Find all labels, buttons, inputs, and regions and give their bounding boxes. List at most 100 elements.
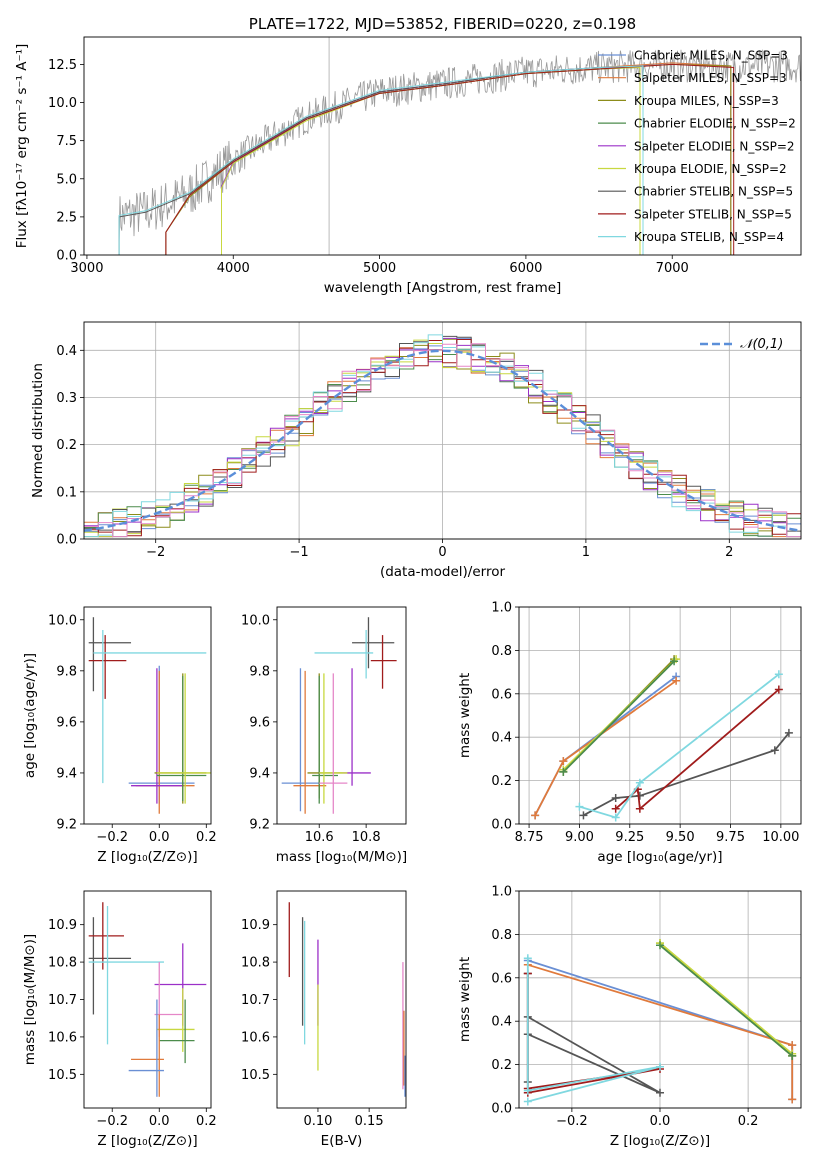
plot-frame xyxy=(83,890,212,1109)
chart-title: PLATE=1722, MJD=53852, FIBERID=0220, z=0… xyxy=(249,15,636,33)
x-tick-label: 10.00 xyxy=(762,830,799,845)
x-tick-label: 9.25 xyxy=(615,830,644,845)
y-tick-label: 10.7 xyxy=(48,993,77,1008)
x-tick-label: 0 xyxy=(438,545,446,560)
plot-frame xyxy=(518,890,802,1109)
plot-frame xyxy=(276,890,407,1109)
weight-marker xyxy=(611,804,620,813)
weight-marker xyxy=(788,1041,797,1050)
weight-series-4 xyxy=(562,660,675,773)
x-tick-label: 3000 xyxy=(70,261,103,276)
y-tick-label: 0.4 xyxy=(56,344,77,359)
x-tick-label: 5000 xyxy=(363,261,396,276)
x-axis-label: Z [log₁₀(Z/Z⊙)] xyxy=(97,849,197,865)
x-tick-label: 0.0 xyxy=(149,1114,170,1129)
plot-area-age-vs-mass xyxy=(281,617,397,814)
y-tick-label: 0.0 xyxy=(491,1102,512,1117)
y-axis-label: mass weight xyxy=(457,673,473,758)
x-axis-label: age [log₁₀(age/yr)] xyxy=(597,849,722,865)
y-tick-label: 7.5 xyxy=(56,134,77,149)
y-tick-label: 0.0 xyxy=(56,533,77,548)
weight-marker xyxy=(523,1097,532,1106)
plot-area-residuals xyxy=(84,334,801,538)
y-tick-label: 9.2 xyxy=(249,818,270,833)
error-cross xyxy=(314,629,374,679)
error-cross xyxy=(312,675,338,804)
observed-spectrum xyxy=(118,49,801,242)
error-cross xyxy=(131,1014,164,1097)
legend-label: Salpeter MILES, N_SSP=3 xyxy=(634,71,787,85)
weight-series-7 xyxy=(579,673,780,819)
x-axis-label: E(B-V) xyxy=(321,1133,363,1149)
legend: Chabrier MILES, N_SSP=3 Salpeter MILES, N… xyxy=(598,49,796,244)
weight-series-3 xyxy=(659,942,793,1055)
model-series-8 xyxy=(118,65,644,255)
x-tick-label: −0.2 xyxy=(556,1114,588,1129)
y-tick-label: 0.0 xyxy=(56,249,77,264)
error-cross xyxy=(293,670,327,814)
weight-marker xyxy=(770,746,779,755)
error-cross xyxy=(154,673,207,804)
axes-mass-vs-ebv: 0.10 0.15 10.5 10.6 10.7 10.8 10.9 E(B-V) xyxy=(241,890,407,1149)
y-tick-label: 0.4 xyxy=(491,1015,512,1030)
x-axis-label: wavelength [Angstrom, rest frame] xyxy=(324,280,562,296)
weight-marker xyxy=(559,757,568,766)
x-tick-label: 0.0 xyxy=(149,830,170,845)
weight-marker xyxy=(559,767,568,776)
error-cross xyxy=(154,943,207,1026)
x-tick-label: 9.75 xyxy=(716,830,745,845)
x-tick-label: −0.2 xyxy=(96,1114,128,1129)
weight-marker xyxy=(656,1088,664,1097)
x-tick-label: 9.50 xyxy=(666,830,695,845)
weight-marker xyxy=(656,941,664,950)
y-tick-label: 10.7 xyxy=(241,993,270,1008)
weight-marker xyxy=(656,1062,664,1071)
weight-marker xyxy=(523,954,532,963)
error-cross xyxy=(131,668,183,804)
normal-curve xyxy=(84,349,801,532)
weight-marker xyxy=(670,657,679,666)
y-tick-label: 2.5 xyxy=(56,210,77,225)
y-tick-label: 10.0 xyxy=(48,96,77,111)
plot-frame xyxy=(83,321,802,540)
y-tick-label: 9.4 xyxy=(249,766,270,781)
error-cross xyxy=(156,988,195,1052)
weight-series-0 xyxy=(534,675,677,816)
plot-frame xyxy=(83,36,802,256)
y-tick-label: 10.8 xyxy=(241,956,270,971)
legend-label: Salpeter ELODIE, N_SSP=2 xyxy=(634,139,795,153)
histogram-8 xyxy=(84,334,801,538)
x-tick-label: 1 xyxy=(582,545,590,560)
y-tick-label: 0.2 xyxy=(491,774,512,789)
axes-spectrum: 3000 4000 5000 6000 7000 0.0 2.5 5.0 7.5 10.0 12.5… xyxy=(14,15,802,296)
plot-area-age-vs-Z xyxy=(88,617,211,814)
legend-label: 𝒩(0,1) xyxy=(740,337,783,352)
y-tick-label: 9.8 xyxy=(249,664,270,679)
weight-marker xyxy=(784,728,793,737)
y-tick-label: 0.2 xyxy=(491,1058,512,1073)
y-tick-label: 10.6 xyxy=(241,1030,270,1045)
legend-label: Salpeter STELIB, N_SSP=5 xyxy=(634,207,792,221)
x-tick-label: −1 xyxy=(290,545,309,560)
y-tick-label: 0.0 xyxy=(491,818,512,833)
y-tick-label: 0.8 xyxy=(491,644,512,659)
error-cross xyxy=(370,635,397,689)
error-cross xyxy=(159,999,195,1064)
error-cross xyxy=(156,675,207,802)
x-tick-label: 10.6 xyxy=(305,830,334,845)
weight-marker xyxy=(579,811,588,820)
x-tick-label: 4000 xyxy=(217,261,250,276)
plot-area-mass-vs-Z xyxy=(88,902,207,1097)
axes-mass-vs-Z: −0.2 0.0 0.2 10.5 10.6 10.7 10.8 10.9 Z [log₁₀(Z… xyxy=(22,890,217,1149)
weight-marker xyxy=(635,791,644,800)
legend-label: Kroupa STELIB, N_SSP=4 xyxy=(634,230,784,244)
x-axis-label: (data-model)/error xyxy=(380,564,506,580)
plot-frame xyxy=(276,606,407,825)
weight-series-6 xyxy=(615,688,780,811)
x-tick-label: 0.15 xyxy=(355,1114,384,1129)
weight-marker xyxy=(635,804,644,813)
weight-marker xyxy=(788,1051,797,1060)
x-axis-label: mass [log₁₀(M/M⊙)] xyxy=(276,849,407,865)
y-tick-label: 10.0 xyxy=(48,613,77,628)
